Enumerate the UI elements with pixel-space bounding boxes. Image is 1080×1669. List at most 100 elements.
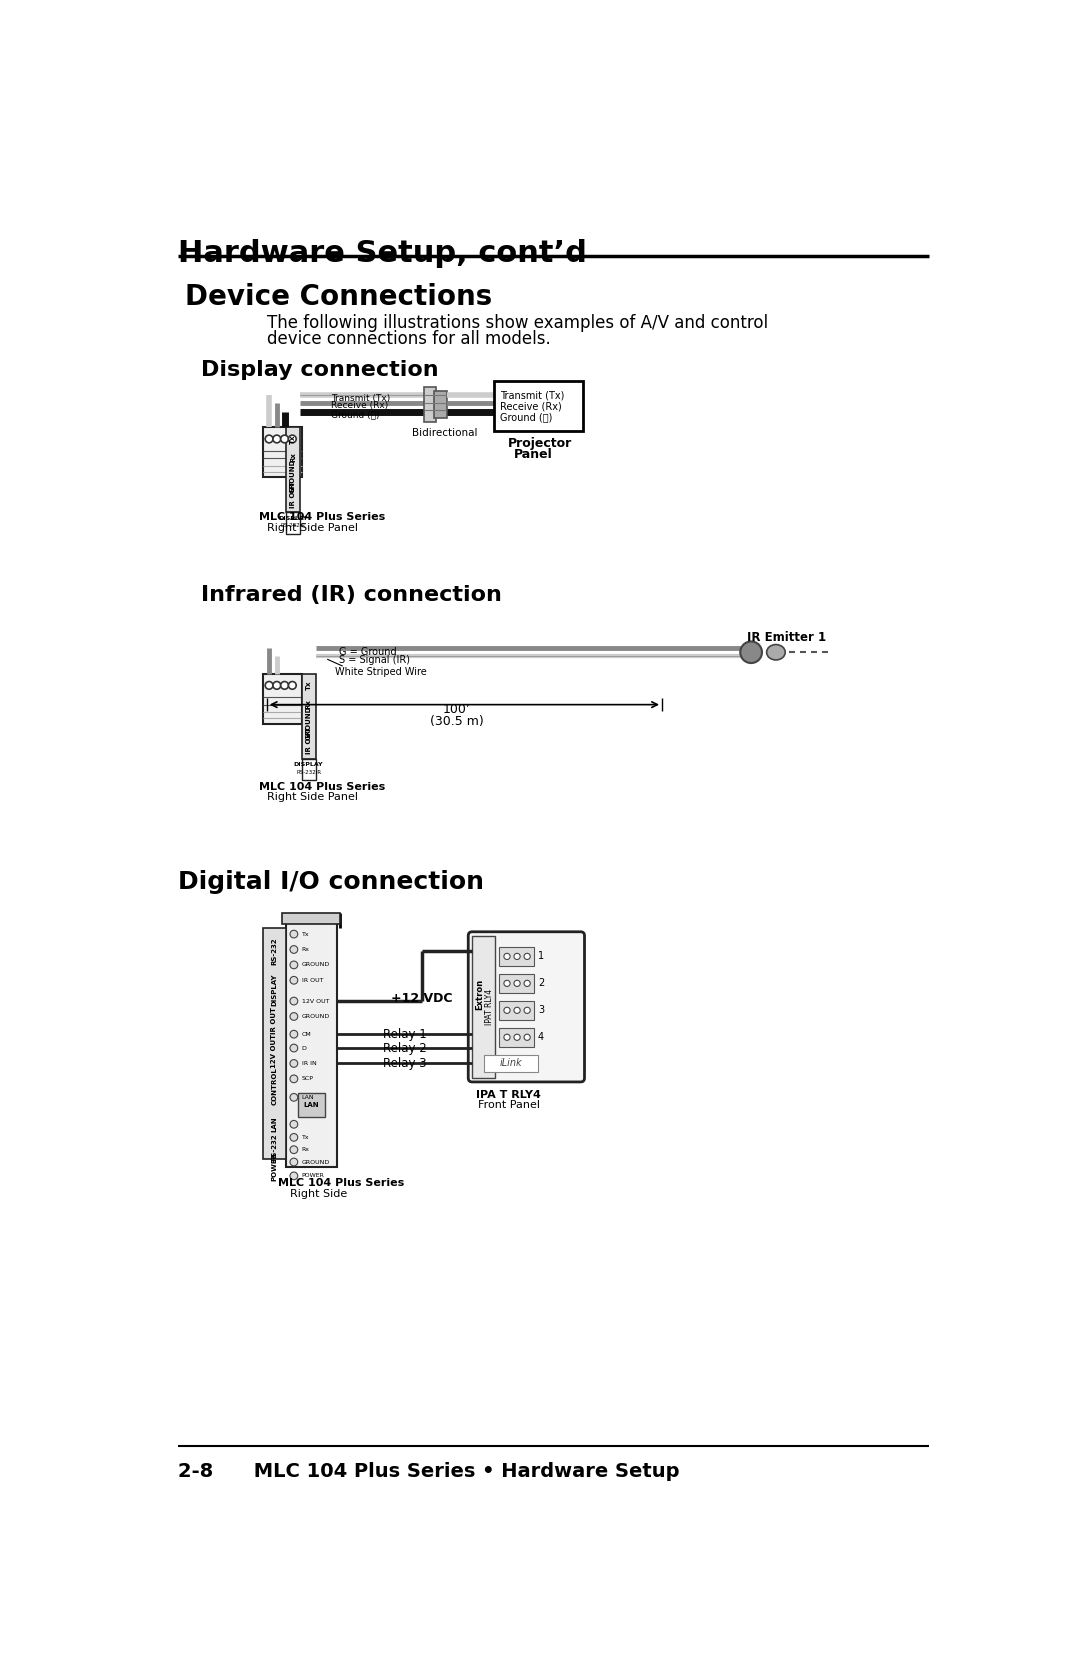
Text: 100’: 100’ (443, 703, 471, 716)
Bar (262, 928, 286, 1158)
Text: Transmit (Tx): Transmit (Tx) (332, 394, 390, 402)
Text: DISPLAY: DISPLAY (271, 973, 278, 1006)
Text: RS-232: RS-232 (271, 938, 278, 965)
Text: Tx: Tx (306, 681, 312, 689)
Circle shape (273, 436, 281, 442)
FancyBboxPatch shape (469, 931, 584, 1082)
Bar (494, 381, 583, 431)
Bar (262, 674, 301, 724)
Bar (499, 1001, 535, 1020)
Circle shape (514, 1035, 521, 1040)
Text: Rx: Rx (306, 699, 312, 709)
Text: Tx: Tx (301, 1135, 309, 1140)
Circle shape (291, 1120, 298, 1128)
Text: LAN: LAN (301, 1095, 314, 1100)
Text: GROUND: GROUND (306, 704, 312, 739)
Text: Projector: Projector (508, 437, 572, 451)
Circle shape (288, 681, 296, 689)
Circle shape (273, 681, 281, 689)
Circle shape (266, 681, 273, 689)
Text: Ground (⏚): Ground (⏚) (500, 412, 552, 422)
Bar (499, 948, 535, 966)
Text: D: D (301, 1045, 307, 1050)
Text: Relay 2: Relay 2 (383, 1041, 427, 1055)
Circle shape (291, 1030, 298, 1038)
Circle shape (291, 1147, 298, 1153)
Text: Device Connections: Device Connections (186, 284, 492, 312)
Circle shape (291, 961, 298, 968)
Text: MLC 104 Plus Series: MLC 104 Plus Series (279, 1178, 405, 1188)
Text: GROUND: GROUND (301, 1160, 329, 1165)
Text: LAN: LAN (303, 1102, 319, 1108)
Text: Digital I/O connection: Digital I/O connection (177, 870, 484, 895)
Text: MLC 104 Plus Series: MLC 104 Plus Series (259, 512, 386, 522)
Text: 4: 4 (538, 1031, 544, 1041)
Bar (424, 387, 435, 422)
Text: Right Side Panel: Right Side Panel (267, 522, 357, 532)
Text: CM: CM (301, 1031, 311, 1036)
Circle shape (291, 1158, 298, 1167)
Circle shape (291, 946, 298, 953)
Text: Extron: Extron (475, 980, 484, 1010)
Text: IR OUT: IR OUT (291, 481, 296, 507)
Text: CONTROL: CONTROL (271, 1066, 278, 1105)
Text: Relay 3: Relay 3 (383, 1056, 427, 1070)
Text: Rx: Rx (301, 1147, 310, 1152)
Text: Tx: Tx (291, 434, 296, 444)
Bar (298, 1093, 325, 1117)
Text: 3: 3 (538, 1005, 544, 1015)
Circle shape (514, 953, 521, 960)
Circle shape (524, 1006, 530, 1013)
Circle shape (514, 980, 521, 986)
Text: DISPLAY: DISPLAY (279, 516, 308, 521)
Text: Panel: Panel (514, 449, 553, 461)
Text: RS-232: RS-232 (271, 1133, 278, 1162)
Text: POWER: POWER (271, 1152, 278, 1182)
Text: Relay 1: Relay 1 (383, 1028, 427, 1041)
Circle shape (504, 953, 510, 960)
Bar (301, 758, 315, 779)
Bar (301, 674, 315, 758)
Bar (472, 936, 496, 1078)
Text: S = Signal (IR): S = Signal (IR) (339, 654, 409, 664)
Text: device connections for all models.: device connections for all models. (267, 330, 551, 347)
Text: (30.5 m): (30.5 m) (430, 716, 484, 728)
Text: IR OUT: IR OUT (301, 978, 323, 983)
Circle shape (291, 1045, 298, 1051)
Bar (434, 391, 447, 419)
Bar (286, 427, 300, 512)
Text: Bidirectional: Bidirectional (413, 429, 478, 439)
Circle shape (524, 953, 530, 960)
Circle shape (281, 436, 288, 442)
Bar (499, 975, 535, 993)
Text: IPA T RLY4: IPA T RLY4 (476, 1090, 541, 1100)
Bar (286, 512, 300, 534)
Circle shape (504, 1006, 510, 1013)
Text: RS-232IR: RS-232IR (296, 769, 321, 774)
Text: Receive (Rx): Receive (Rx) (332, 401, 389, 411)
Circle shape (524, 980, 530, 986)
Circle shape (504, 1035, 510, 1040)
Circle shape (291, 1172, 298, 1180)
Text: Transmit (Tx): Transmit (Tx) (500, 391, 565, 401)
Bar (286, 920, 337, 1167)
Circle shape (291, 1013, 298, 1020)
Text: Hardware Setup, cont’d: Hardware Setup, cont’d (177, 239, 586, 267)
Text: Rx: Rx (291, 452, 296, 462)
Text: 2-8      MLC 104 Plus Series • Hardware Setup: 2-8 MLC 104 Plus Series • Hardware Setup (177, 1462, 679, 1480)
Text: Rx: Rx (301, 946, 310, 951)
Text: IPAT RLY4: IPAT RLY4 (485, 988, 494, 1025)
Bar (484, 1055, 538, 1071)
Text: The following illustrations show examples of A/V and control: The following illustrations show example… (267, 314, 768, 332)
Text: IR OUT: IR OUT (306, 728, 312, 754)
Text: Tx: Tx (301, 931, 309, 936)
Text: MLC 104 Plus Series: MLC 104 Plus Series (259, 781, 386, 791)
Text: G = Ground: G = Ground (339, 648, 396, 658)
Text: Display connection: Display connection (201, 361, 438, 379)
Circle shape (291, 1075, 298, 1083)
Ellipse shape (767, 644, 785, 659)
Circle shape (740, 641, 762, 663)
Text: White Striped Wire: White Striped Wire (335, 668, 427, 678)
Circle shape (281, 681, 288, 689)
Circle shape (504, 980, 510, 986)
